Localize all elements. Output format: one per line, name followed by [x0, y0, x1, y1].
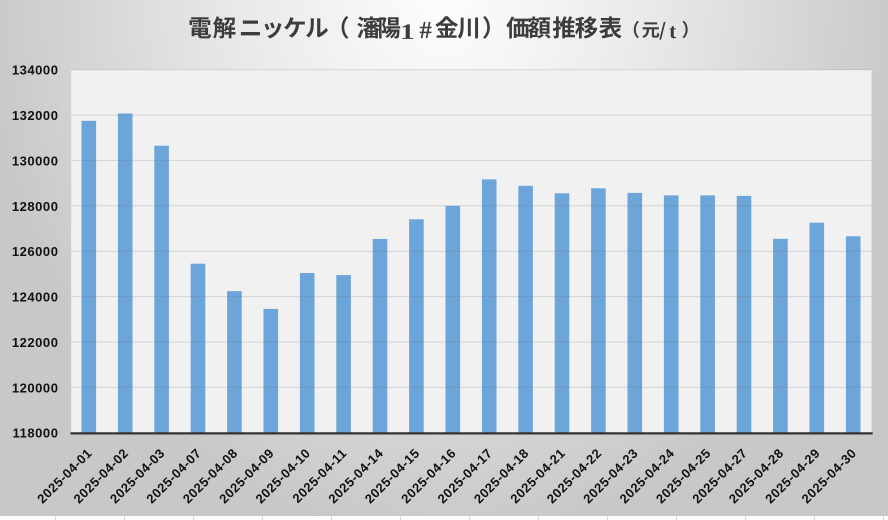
svg-text:126000: 126000 — [12, 244, 59, 259]
svg-text:118000: 118000 — [13, 426, 59, 441]
svg-text:124000: 124000 — [12, 290, 59, 305]
svg-text:130000: 130000 — [12, 153, 59, 168]
svg-text:128000: 128000 — [12, 199, 59, 214]
svg-text:134000: 134000 — [12, 63, 59, 78]
svg-text:132000: 132000 — [12, 108, 59, 123]
svg-text:122000: 122000 — [12, 335, 59, 350]
svg-text:120000: 120000 — [12, 380, 59, 395]
